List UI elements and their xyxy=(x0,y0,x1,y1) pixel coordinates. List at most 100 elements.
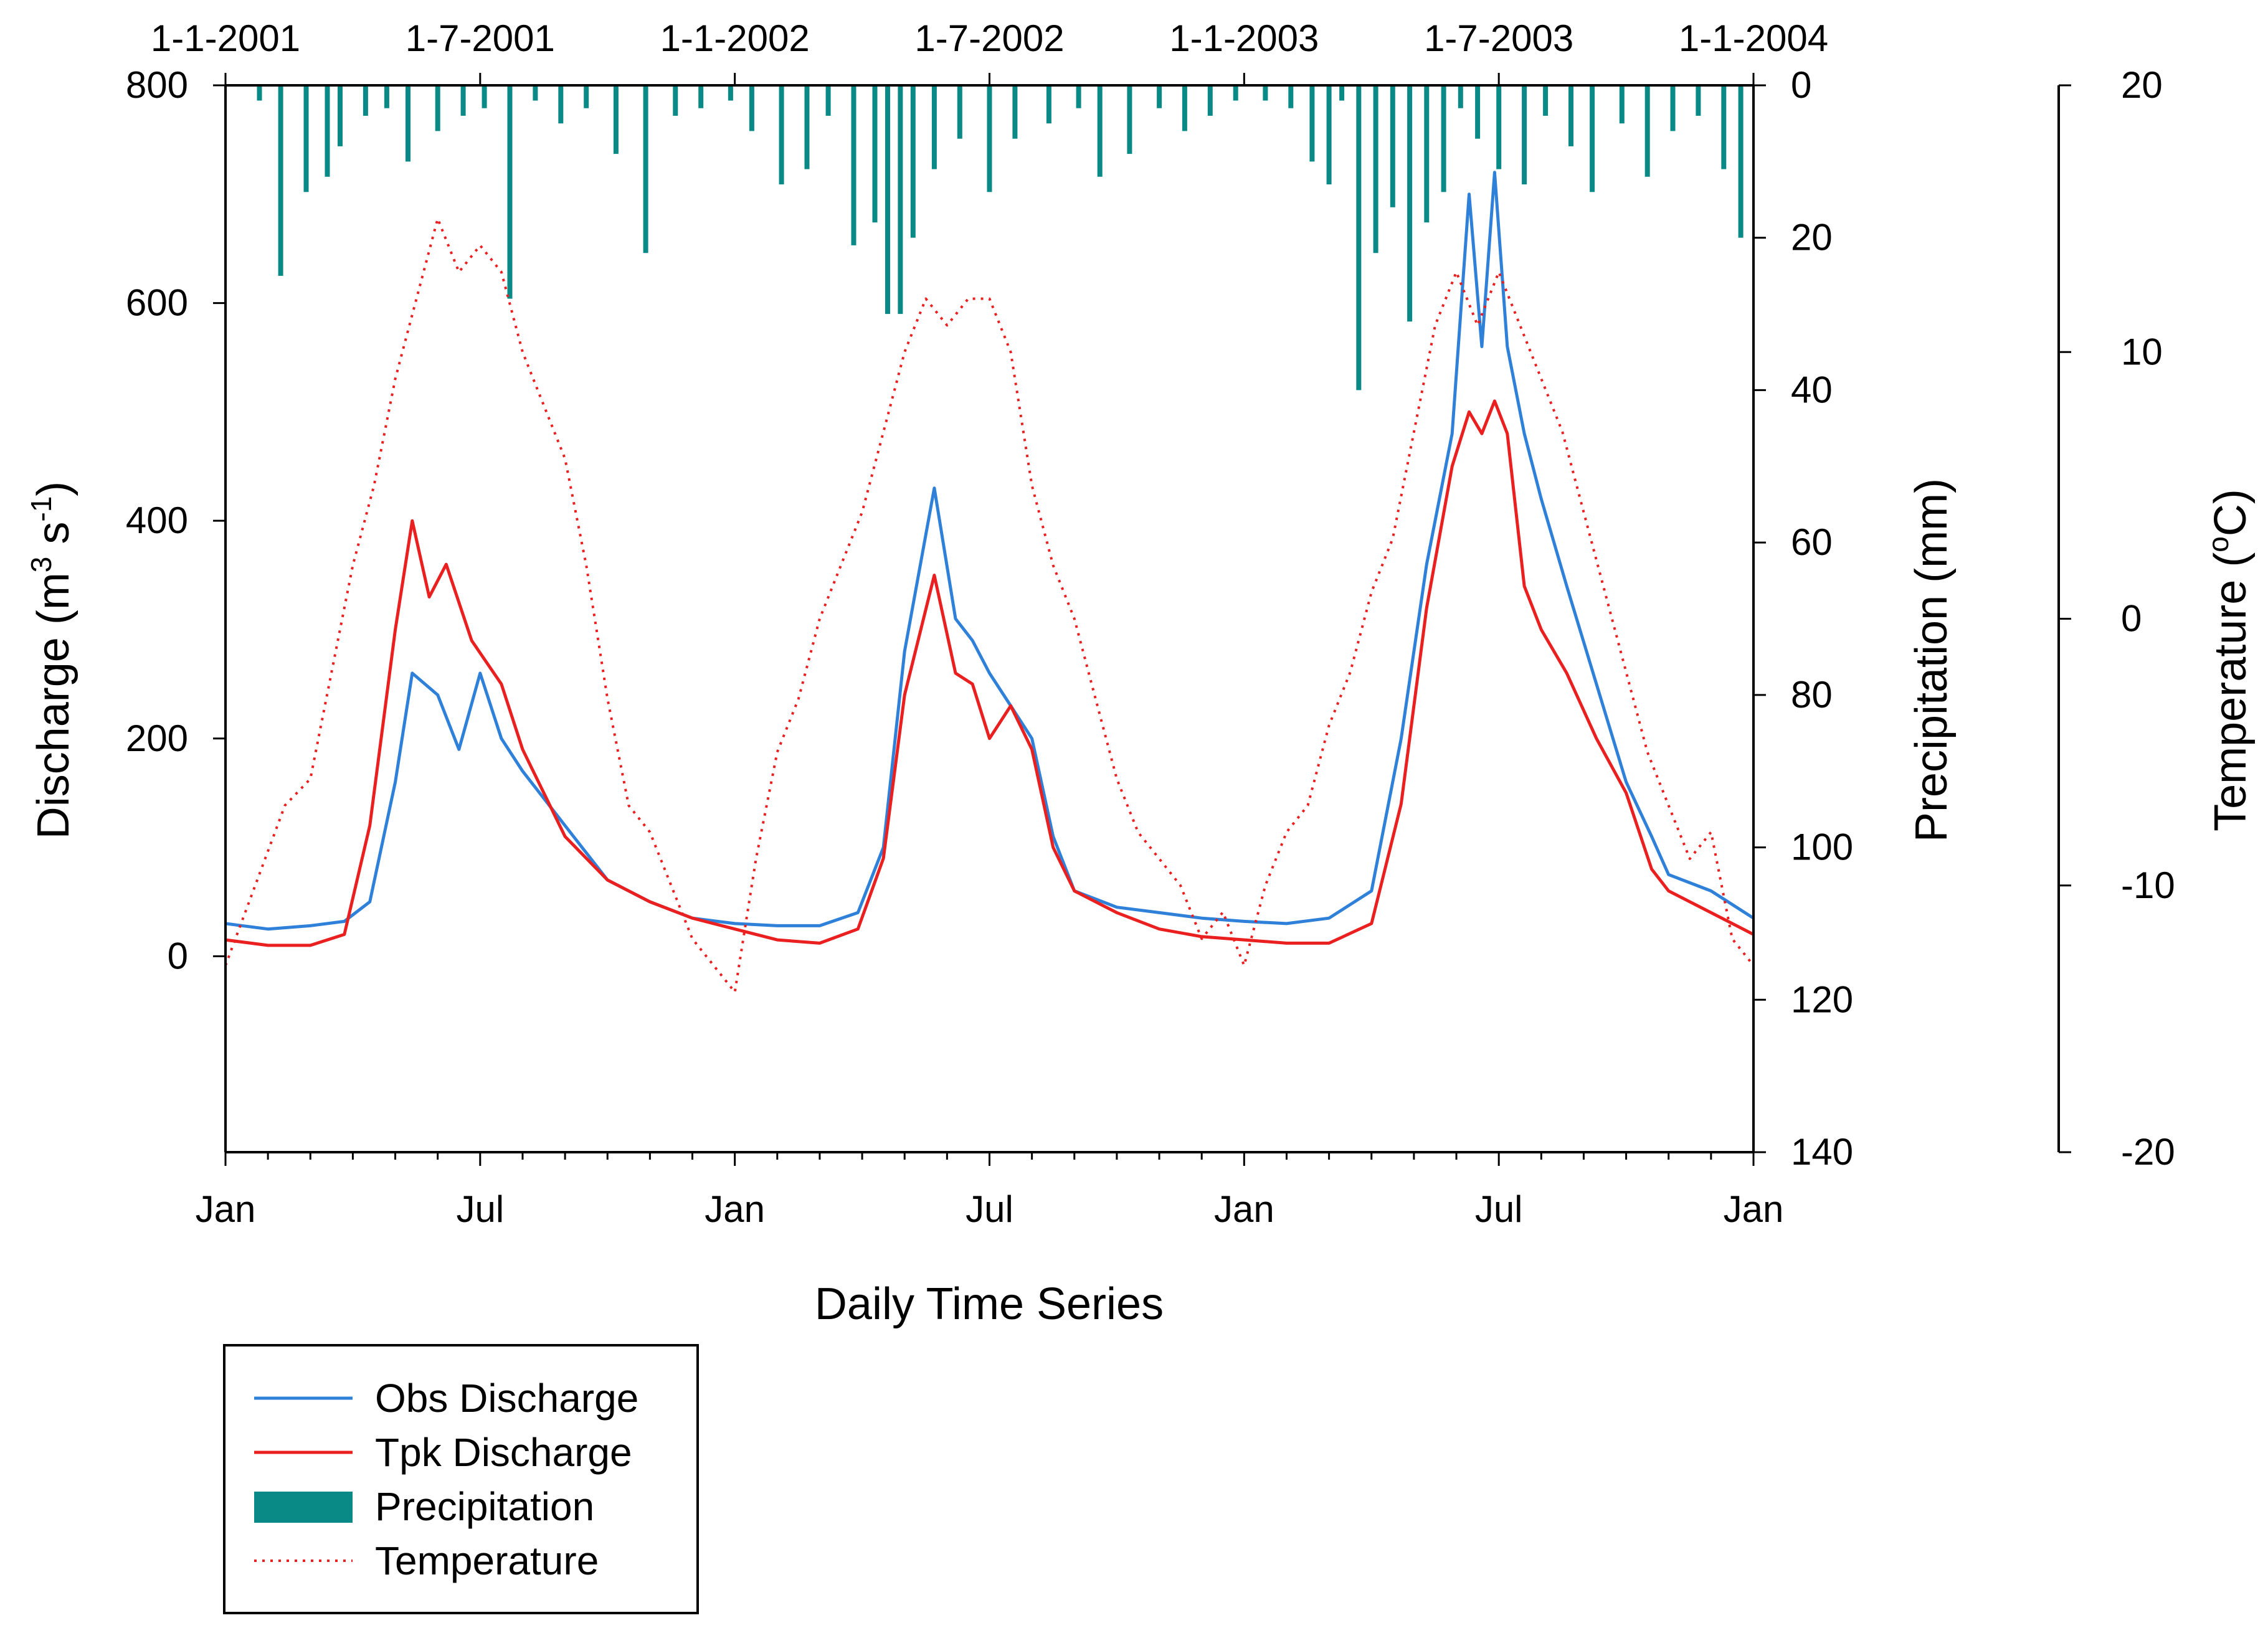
precipitation-bar xyxy=(460,85,466,116)
precipitation-tick-label: 0 xyxy=(1791,64,1811,106)
precipitation-bar xyxy=(1097,85,1103,177)
series-line-tpk-discharge xyxy=(225,399,1755,947)
precipitation-bar xyxy=(898,85,903,315)
precipitation-bar xyxy=(1182,85,1187,131)
precipitation-bar xyxy=(482,85,487,108)
discharge-unit-sup-3: 3 xyxy=(25,557,57,573)
precipitation-bar xyxy=(584,85,589,108)
x-top-tick-label: 1-7-2003 xyxy=(1424,17,1573,59)
discharge-tick-label: 0 xyxy=(168,935,188,977)
x-bottom-tick-label: Jan xyxy=(1724,1188,1784,1230)
temperature-tick-label: -10 xyxy=(2121,864,2175,906)
precipitation-bar xyxy=(1496,85,1502,169)
precipitation-bar xyxy=(1288,85,1294,108)
precipitation-tick-label: 80 xyxy=(1791,674,1833,716)
temperature-tick-label: -20 xyxy=(2121,1131,2175,1173)
discharge-tick-label: 600 xyxy=(126,282,188,324)
precipitation-bar xyxy=(1046,85,1051,124)
axes-group: Jan Jul Jan Jul Jan Jul Jan 1-1-2001 1-7-2001 1-1… xyxy=(126,17,2175,1230)
precipitation-bar xyxy=(533,85,538,101)
precipitation-bar xyxy=(507,85,513,299)
precipitation-bar xyxy=(1339,85,1345,101)
precipitation-bar xyxy=(338,85,343,146)
precipitation-bar xyxy=(749,85,754,131)
precipitation-bar xyxy=(1407,85,1413,322)
precipitation-bar xyxy=(1127,85,1132,154)
temperature-unit-c: C) xyxy=(2206,489,2256,536)
precipitation-bar xyxy=(1356,85,1362,390)
precipitation-bar xyxy=(931,85,937,169)
discharge-unit-s: s xyxy=(29,522,78,557)
precipitation-tick-label: 60 xyxy=(1791,521,1833,563)
precipitation-bar xyxy=(1458,85,1463,108)
precipitation-tick-label: 40 xyxy=(1791,369,1833,410)
x-bottom-tick-label: Jul xyxy=(1475,1188,1523,1230)
discharge-unit-sup-minus1: -1 xyxy=(25,496,57,522)
discharge-unit-close: ) xyxy=(29,481,78,496)
temperature-unit-sup-o: o xyxy=(2202,536,2234,552)
precipitation-bar xyxy=(825,85,831,116)
x-top-tick-label: 1-1-2003 xyxy=(1169,17,1319,59)
precipitation-bar xyxy=(779,85,784,185)
x-bottom-tick-label: Jan xyxy=(705,1188,765,1230)
precipitation-bar xyxy=(257,85,262,101)
precipitation-bar xyxy=(1263,85,1268,101)
precipitation-tick-label: 140 xyxy=(1791,1131,1853,1173)
legend-label-tpk-discharge: Tpk Discharge xyxy=(375,1430,632,1475)
precipitation-bar xyxy=(1590,85,1595,192)
precipitation-bar xyxy=(435,85,440,131)
legend-swatch-precipitation xyxy=(254,1492,353,1523)
precipitation-bar xyxy=(1644,85,1650,177)
precipitation-bar xyxy=(1373,85,1378,253)
x-top-tick-label: 1-1-2001 xyxy=(151,17,300,59)
precipitation-bar xyxy=(872,85,878,223)
discharge-tick-label: 200 xyxy=(126,717,188,759)
temperature-tick-label: 10 xyxy=(2121,331,2163,372)
precipitation-bar xyxy=(1522,85,1527,185)
legend-label-temperature: Temperature xyxy=(375,1538,599,1583)
temperature-tick-label: 0 xyxy=(2121,598,2142,640)
precipitation-tick-label: 120 xyxy=(1791,978,1853,1020)
precipitation-bar xyxy=(1441,85,1446,192)
precipitation-bar xyxy=(558,85,564,124)
precipitation-bar xyxy=(851,85,856,245)
precipitation-bar xyxy=(325,85,330,177)
legend-box xyxy=(223,1344,699,1614)
precipitation-axis-title: Precipitation (mm) xyxy=(1907,478,1957,842)
precipitation-bar xyxy=(1721,85,1727,169)
x-axis-title: Daily Time Series xyxy=(815,1279,1164,1329)
x-bottom-tick-label: Jan xyxy=(196,1188,256,1230)
precipitation-bar xyxy=(1309,85,1315,162)
precipitation-bar xyxy=(406,85,410,162)
precipitation-tick-label: 100 xyxy=(1791,826,1853,868)
precipitation-bar xyxy=(1619,85,1625,124)
legend: Obs Discharge Tpk Discharge Precipitatio… xyxy=(223,1344,699,1614)
precipitation-bar xyxy=(673,85,678,116)
precipitation-tick-label: 20 xyxy=(1791,217,1833,258)
precipitation-bar xyxy=(910,85,916,238)
precipitation-series xyxy=(257,85,1744,390)
precipitation-bar xyxy=(1475,85,1481,139)
precipitation-bar xyxy=(885,85,890,315)
precipitation-bar xyxy=(1157,85,1162,108)
precipitation-bar xyxy=(384,85,389,108)
precipitation-bar xyxy=(957,85,962,139)
x-top-tick-label: 1-1-2004 xyxy=(1679,17,1828,59)
precipitation-bar xyxy=(1424,85,1430,223)
precipitation-bar xyxy=(1568,85,1573,146)
precipitation-bar xyxy=(1012,85,1018,139)
precipitation-bar xyxy=(303,85,309,192)
legend-label-precipitation: Precipitation xyxy=(375,1484,594,1529)
line-series-group xyxy=(224,171,1755,993)
precipitation-bar xyxy=(1738,85,1744,238)
discharge-tick-label: 800 xyxy=(126,64,188,106)
x-top-tick-label: 1-7-2002 xyxy=(914,17,1064,59)
series-line-temperature xyxy=(224,217,1755,993)
x-top-tick-label: 1-7-2001 xyxy=(406,17,555,59)
precipitation-bar xyxy=(363,85,368,116)
legend-label-obs-discharge: Obs Discharge xyxy=(375,1376,638,1421)
x-bottom-tick-label: Jan xyxy=(1214,1188,1274,1230)
x-bottom-tick-label: Jul xyxy=(966,1188,1013,1230)
precipitation-bar xyxy=(1207,85,1213,116)
